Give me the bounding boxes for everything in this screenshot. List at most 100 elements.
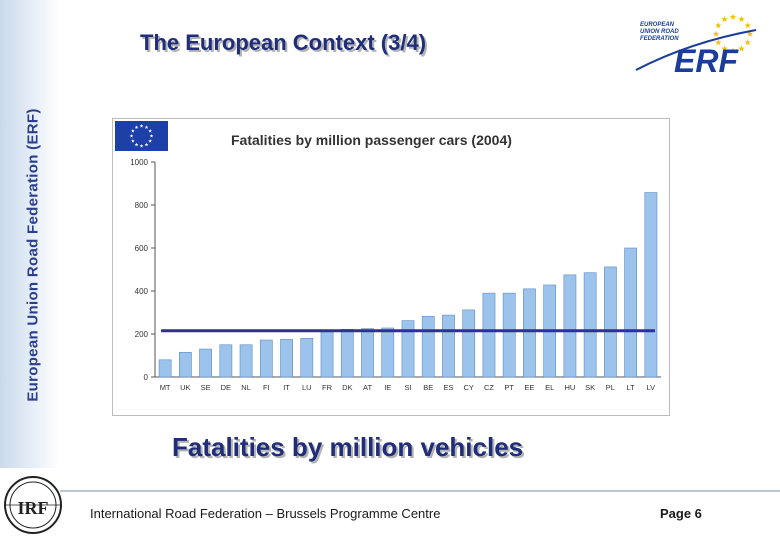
- erf-star-icon: [721, 15, 728, 23]
- eu-flag-star-icon: [134, 125, 139, 129]
- erf-star-icon: [715, 39, 722, 46]
- bar: [199, 348, 212, 378]
- irf-logo: IRF: [4, 476, 62, 534]
- erf-logo: EUROPEAN UNION ROAD FEDERATION ERF: [635, 13, 757, 79]
- bar: [502, 292, 516, 378]
- erf-logo-line3: FEDERATION: [640, 36, 679, 42]
- y-tick-label: 800: [135, 201, 149, 210]
- eu-flag-star-icon: [148, 129, 153, 133]
- erf-swoosh: [635, 29, 757, 71]
- eu-flag-star-icon: [139, 144, 144, 148]
- eu-flag-star-icon: [130, 139, 135, 143]
- bar: [239, 344, 253, 378]
- slide-caption: Fatalities by million vehicles: [172, 432, 524, 462]
- x-tick-label: LV: [647, 383, 656, 392]
- x-tick-label: IE: [384, 383, 391, 392]
- bar: [259, 339, 273, 378]
- erf-star-icon: [744, 22, 751, 29]
- erf-logo-mark: ERF: [674, 43, 739, 79]
- slide-title: The European Context (3/4): [140, 30, 427, 55]
- x-tick-label: FI: [263, 383, 270, 392]
- x-axis-labels: MT UK SE DE NL FI IT LU FR DK AT IE SI BE ES CY CZ PT EE EL…: [160, 383, 655, 392]
- erf-star-icon: [738, 15, 745, 23]
- y-tick-label: 400: [135, 287, 149, 296]
- erf-star-icon: [729, 13, 737, 20]
- x-tick-label: EL: [545, 383, 554, 392]
- eu-flag-star-icon: [129, 134, 134, 138]
- x-tick-label: SE: [201, 383, 211, 392]
- bar-chart: Fatalities by million passenger cars (20…: [115, 121, 661, 392]
- footer-text: International Road Federation – Brussels…: [90, 506, 441, 521]
- bar: [624, 247, 638, 378]
- x-tick-label: LT: [627, 383, 636, 392]
- eu-flag-icon: [115, 121, 168, 151]
- erf-star-icon: [712, 30, 720, 37]
- page-number: Page 6: [660, 506, 702, 521]
- bar: [604, 266, 617, 378]
- x-tick-label: PT: [504, 383, 514, 392]
- chart-panel: Fatalities by million passenger cars (20…: [112, 118, 670, 416]
- x-tick-label: DK: [342, 383, 352, 392]
- bar: [462, 309, 476, 378]
- bar: [158, 359, 172, 378]
- bar: [482, 292, 496, 378]
- sidebar-vertical-label: European Union Road Federation (ERF): [24, 108, 42, 402]
- erf-star-icon: [746, 30, 754, 37]
- eu-flag-star-icon: [134, 142, 139, 147]
- x-tick-label: CY: [464, 383, 474, 392]
- bar: [219, 344, 233, 378]
- x-tick-label: PL: [606, 383, 615, 392]
- eu-flag-star-icon: [144, 125, 149, 129]
- x-tick-label: AT: [363, 383, 372, 392]
- bar: [583, 272, 597, 378]
- irf-logo-text: IRF: [18, 498, 49, 518]
- eu-flag-star-icon: [144, 142, 149, 147]
- y-tick-label: 200: [135, 330, 149, 339]
- bar: [381, 327, 395, 378]
- bar: [563, 274, 577, 378]
- eu-flag-stars: [129, 124, 154, 148]
- bars-group: [158, 192, 658, 378]
- erf-star-icon: [721, 45, 728, 52]
- eu-flag-star-icon: [149, 134, 154, 138]
- y-tick-label: 1000: [130, 158, 148, 167]
- bar: [280, 339, 293, 378]
- x-tick-label: CZ: [484, 383, 494, 392]
- bar: [340, 328, 354, 378]
- bar: [523, 288, 536, 378]
- x-tick-label: EE: [524, 383, 534, 392]
- erf-star-icon: [729, 47, 737, 54]
- x-tick-label: SI: [404, 383, 411, 392]
- erf-star-icon: [744, 39, 751, 46]
- x-tick-label: BE: [423, 383, 433, 392]
- x-tick-label: HU: [564, 383, 575, 392]
- bar: [178, 351, 192, 378]
- x-tick-label: SK: [585, 383, 595, 392]
- x-tick-label: ES: [443, 383, 453, 392]
- y-axis-ticks: 0 200 400 600 800 1000: [130, 158, 155, 382]
- sidebar-band: European Union Road Federation (ERF): [0, 0, 60, 468]
- bar: [421, 316, 435, 378]
- y-tick-label: 600: [135, 244, 149, 253]
- eu-flag-star-icon: [139, 124, 144, 128]
- bar: [401, 320, 415, 378]
- erf-star-icon: [715, 22, 722, 29]
- chart-title: Fatalities by million passenger cars (20…: [231, 132, 512, 148]
- footer-divider: [60, 490, 780, 492]
- x-tick-label: UK: [180, 383, 190, 392]
- bar: [320, 331, 334, 378]
- x-tick-label: IT: [283, 383, 290, 392]
- bar: [644, 192, 658, 378]
- x-tick-label: DE: [221, 383, 231, 392]
- erf-logo-line1: EUROPEAN: [640, 22, 675, 28]
- erf-logo-line2: UNION ROAD: [640, 29, 679, 35]
- eu-flag-star-icon: [130, 129, 135, 133]
- bar: [442, 314, 455, 378]
- erf-star-icon: [738, 45, 745, 52]
- x-tick-label: LU: [302, 383, 312, 392]
- x-tick-label: MT: [160, 383, 171, 392]
- bar: [300, 338, 314, 378]
- eu-flag-star-icon: [148, 139, 153, 143]
- bar: [361, 328, 374, 378]
- x-tick-label: FR: [322, 383, 333, 392]
